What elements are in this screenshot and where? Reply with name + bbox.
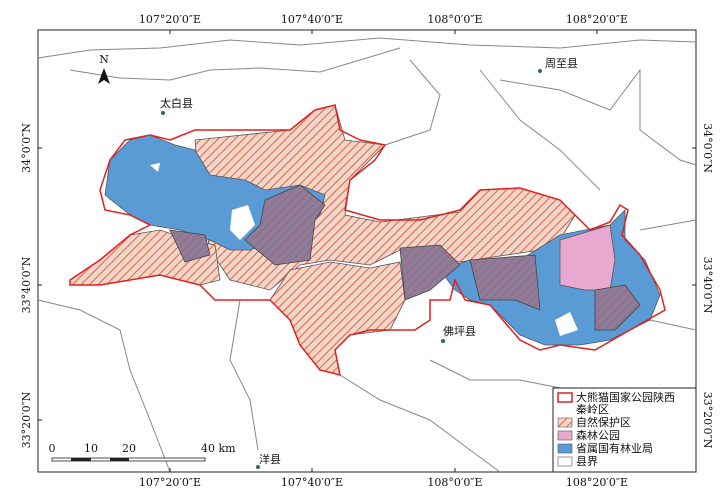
lat-label: 33°40′0″N [701,257,714,314]
legend-label: 省属国有林业局 [576,441,653,455]
lon-label: 107°20′0″E [139,13,201,26]
scale-label: 40 km [201,442,236,455]
lon-label: 108°0′0″E [427,13,482,26]
scale-label: 0 [49,442,56,455]
north-label: N [99,53,109,66]
place-dot [538,69,542,73]
lat-label: 33°20′0″N [20,391,33,448]
legend-label: 大熊猫国家公园陕西 [576,390,675,404]
place-label: 洋县 [259,452,281,466]
scale-bar [51,457,206,462]
scale-label: 20 [122,442,136,455]
lat-label: 33°20′0″N [701,392,714,449]
place-dot [161,111,165,115]
graticule-ticks [38,30,696,472]
gaps [150,163,578,336]
scale-label: 10 [84,442,98,455]
legend-label: 森林公园 [576,428,620,442]
lon-label: 107°20′0″E [139,476,201,489]
place-label: 周至县 [545,57,578,70]
legend [552,387,697,473]
lon-label: 107°40′0″E [281,476,343,489]
place-dot [256,465,260,469]
north-arrow: N [98,53,110,84]
place-label: 佛坪县 [443,325,476,338]
legend-label: 县界 [576,455,598,468]
place-label: 太白县 [160,96,193,110]
legend-label: 自然保护区 [576,415,631,429]
lat-label: 33°40′0″N [20,256,33,313]
lat-label: 34°0′0″N [701,123,714,173]
legend-label: 秦岭区 [576,402,609,416]
place-dot [441,339,445,343]
county-boundaries [37,37,697,473]
lon-label: 107°40′0″E [281,13,343,26]
lat-label: 34°0′0″N [20,123,33,173]
lon-label: 108°0′0″E [427,476,482,489]
park-boundary [69,104,666,377]
overlap-areas [169,184,641,331]
lon-label: 108°20′0″E [566,476,628,489]
lon-label: 108°20′0″E [566,13,628,26]
